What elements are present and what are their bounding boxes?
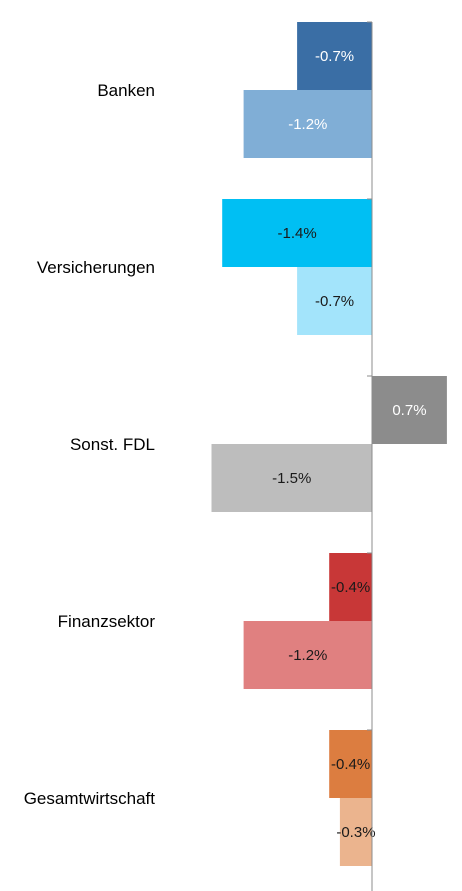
bar [243, 621, 372, 689]
data-label: -1.5% [272, 470, 311, 487]
bar [329, 553, 372, 621]
data-label: 0.7% [392, 402, 426, 419]
bar [297, 267, 372, 335]
category-label: Finanzsektor [58, 612, 156, 631]
data-label: -0.4% [331, 579, 370, 596]
data-label: -0.7% [315, 48, 354, 65]
bar [339, 798, 372, 866]
data-label: -0.3% [336, 824, 375, 841]
category-label: Sonst. FDL [70, 435, 155, 454]
bar [222, 199, 372, 267]
category-label: Versicherungen [37, 258, 155, 277]
data-label: -1.4% [278, 225, 317, 242]
bar [329, 730, 372, 798]
category-label: Gesamtwirtschaft [24, 789, 156, 808]
data-label: -0.4% [331, 756, 370, 773]
data-label: -1.2% [288, 647, 327, 664]
data-label: -0.7% [315, 293, 354, 310]
bar [243, 90, 372, 158]
category-label: Banken [97, 81, 155, 100]
bar [297, 22, 372, 90]
data-label: -1.2% [288, 116, 327, 133]
bar [372, 376, 447, 444]
bar [211, 444, 372, 512]
